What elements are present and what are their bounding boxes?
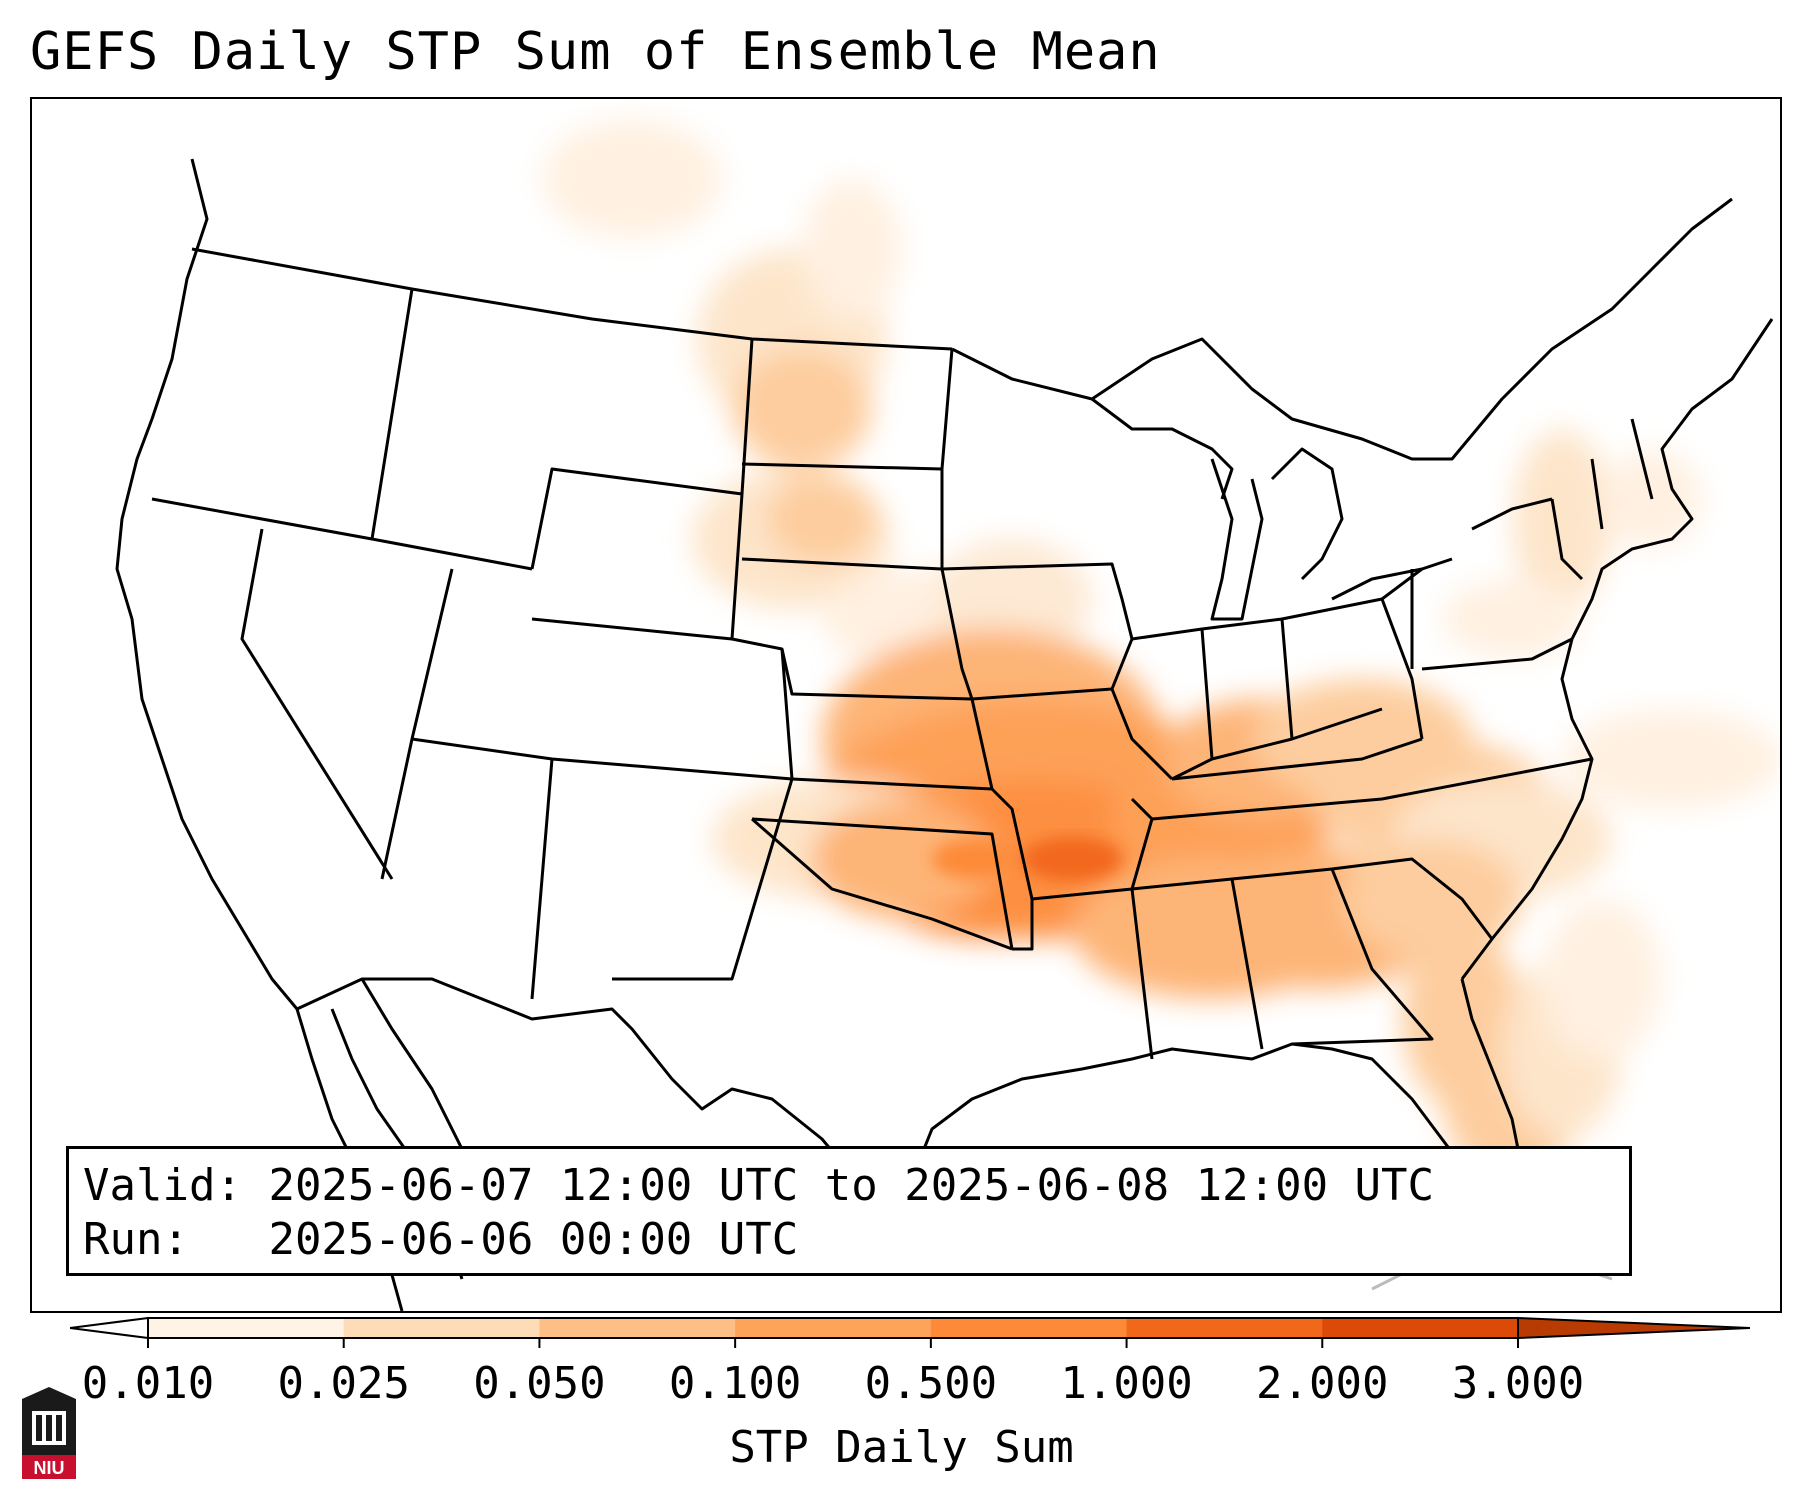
run-time: 2025-06-06 00:00 UTC	[268, 1214, 799, 1265]
colorbar-tick-label: 0.050	[473, 1358, 606, 1409]
colorbar-tick-label: 3.000	[1451, 1358, 1585, 1409]
valid-time: 2025-06-07 12:00 UTC to 2025-06-08 12:00…	[268, 1160, 1435, 1211]
colorbar-segment	[1126, 1318, 1323, 1338]
logo-text: NIU	[34, 1458, 65, 1478]
colorbar-segment	[1322, 1318, 1519, 1338]
colorbar-extend-high	[1517, 1316, 1750, 1340]
map-panel	[30, 97, 1782, 1313]
map-title: GEFS Daily STP Sum of Ensemble Mean	[30, 22, 1161, 82]
run-label: Run:	[83, 1214, 242, 1265]
colorbar	[70, 1316, 1750, 1348]
colorbar-segment	[735, 1318, 932, 1338]
colorbar-segment	[343, 1318, 540, 1338]
colorbar-tick-label: 0.025	[277, 1358, 410, 1409]
colorbar-segment	[148, 1318, 345, 1338]
colorbar-segment	[539, 1318, 736, 1338]
us-map	[115, 119, 1780, 1311]
colorbar-tick-label: 2.000	[1256, 1358, 1389, 1409]
valid-run-info: Valid: 2025-06-07 12:00 UTC to 2025-06-0…	[66, 1146, 1632, 1276]
stp-shading	[542, 119, 1780, 1179]
valid-label: Valid:	[83, 1160, 242, 1211]
colorbar-tick-label: 0.100	[668, 1358, 802, 1409]
colorbar-tick-label: 0.010	[81, 1358, 215, 1409]
state-boundaries	[115, 158, 1774, 1311]
colorbar-tick-label: 0.500	[864, 1358, 998, 1409]
colorbar-tick-label: 1.000	[1060, 1358, 1193, 1409]
colorbar-outline	[147, 1317, 1519, 1339]
university-logo: NIU	[22, 1387, 76, 1479]
colorbar-segment	[930, 1318, 1128, 1338]
colorbar-label: STP Daily Sum	[729, 1422, 1074, 1473]
colorbar-extend-low	[70, 1316, 149, 1340]
